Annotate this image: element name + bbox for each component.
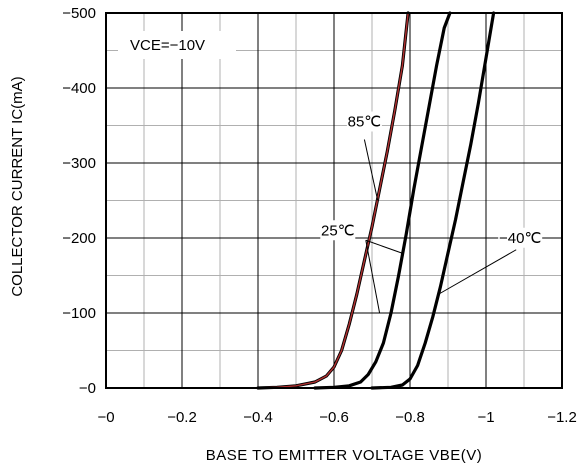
annotation-leader	[363, 139, 379, 201]
y-tick-label: −0	[79, 380, 96, 397]
annotation-leader	[365, 240, 381, 314]
condition-box: VCE=−10V	[118, 31, 236, 59]
y-tick-label: −300	[62, 155, 96, 172]
annotation-bg	[346, 111, 382, 132]
x-tick-label: −1.2	[547, 409, 577, 426]
x-axis-title: BASE TO EMITTER VOLTAGE VBE(V)	[206, 447, 482, 464]
annotation-bg	[498, 227, 543, 248]
y-tick-label: −200	[62, 230, 96, 247]
x-tick-label: −0.6	[319, 409, 349, 426]
y-tick-label: −500	[62, 5, 96, 22]
grid	[106, 13, 562, 388]
annotation-bg	[320, 220, 356, 241]
series-lines	[256, 11, 496, 390]
x-tick-label: −0.4	[243, 409, 273, 426]
annotation-leader	[365, 239, 402, 254]
x-tick-label: −0.8	[395, 409, 425, 426]
y-tick-labels: −0 −100 −200 −300 −400 −500	[62, 5, 96, 397]
series-line	[371, 12, 495, 389]
plot-frame	[105, 12, 563, 389]
y-tick-label: −100	[62, 305, 96, 322]
x-tick-labels: −0 −0.2 −0.4 −0.6 −0.8 −1 −1.2	[97, 409, 576, 426]
annotation-label: −40℃	[499, 230, 541, 247]
y-axis-title: COLLECTOR CURRENT IC(mA)	[9, 76, 26, 296]
condition-label: VCE=−10V	[130, 37, 205, 54]
annotation-leader	[438, 249, 517, 295]
x-tick-label: −0	[97, 409, 114, 426]
annotation-label: 25℃	[321, 222, 355, 239]
y-tick-label: −400	[62, 80, 96, 97]
x-tick-label: −0.2	[167, 409, 197, 426]
annotation-label: 85℃	[348, 114, 382, 131]
x-tick-label: −1	[477, 409, 494, 426]
series-line	[257, 12, 409, 389]
series-line	[314, 12, 451, 389]
annotations: 85℃ 25℃ −40℃	[320, 111, 543, 314]
